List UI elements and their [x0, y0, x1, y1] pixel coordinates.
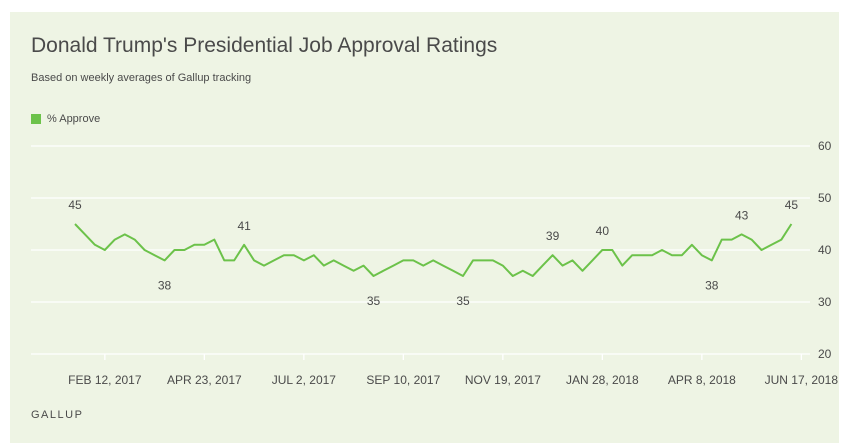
y-tick-label: 30 [818, 295, 832, 309]
approve-line [74, 223, 793, 277]
y-tick-label: 50 [818, 191, 832, 205]
data-label: 35 [456, 294, 470, 308]
y-tick-label: 60 [818, 139, 832, 153]
x-tick-label: JAN 28, 2018 [566, 373, 639, 387]
legend-swatch [31, 114, 41, 124]
x-tick-label: NOV 19, 2017 [465, 373, 541, 387]
data-label: 38 [158, 278, 172, 292]
data-label: 38 [705, 278, 719, 292]
x-tick-label: JUL 2, 2017 [272, 373, 337, 387]
data-label: 41 [237, 219, 251, 233]
chart-card: Donald Trump's Presidential Job Approval… [10, 12, 839, 443]
x-tick-label: FEB 12, 2017 [68, 373, 142, 387]
x-tick-label: JUN 17, 2018 [765, 373, 839, 387]
y-tick-label: 40 [818, 243, 832, 257]
x-tick-label: APR 8, 2018 [668, 373, 736, 387]
x-tick-label: SEP 10, 2017 [366, 373, 440, 387]
y-tick-label: 20 [818, 347, 832, 361]
legend-label: % Approve [47, 113, 101, 125]
x-tick-label: APR 23, 2017 [167, 373, 242, 387]
legend: % Approve [31, 113, 100, 125]
data-label: 45 [68, 198, 82, 212]
chart-title: Donald Trump's Presidential Job Approval… [31, 34, 498, 57]
data-label: 45 [785, 198, 799, 212]
data-label: 39 [546, 229, 560, 243]
data-label: 35 [367, 294, 381, 308]
chart-subtitle: Based on weekly averages of Gallup track… [31, 72, 252, 84]
line-chart: 20 30 40 50 60 FEB 12, 2017 APR 23, 2017 JUL 2,… [31, 139, 839, 387]
data-label: 40 [596, 224, 610, 238]
gallup-footer: GALLUP [31, 409, 84, 421]
data-label: 43 [735, 208, 749, 222]
